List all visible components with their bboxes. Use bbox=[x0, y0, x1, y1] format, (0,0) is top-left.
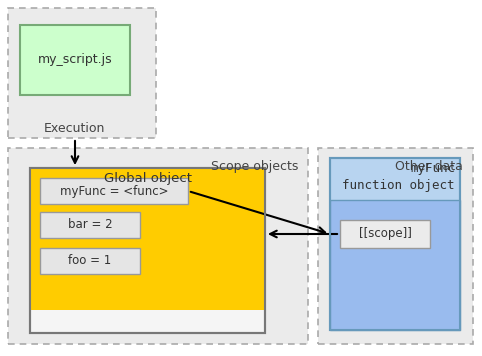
Text: [[scope]]: [[scope]] bbox=[359, 227, 412, 241]
Bar bbox=[330, 158, 460, 330]
Text: Scope objects: Scope objects bbox=[211, 160, 298, 173]
Text: myFunc
function object: myFunc function object bbox=[343, 162, 455, 192]
Text: myFunc = <func>: myFunc = <func> bbox=[60, 184, 168, 198]
Text: my_script.js: my_script.js bbox=[38, 53, 112, 67]
Bar bbox=[40, 212, 140, 238]
Bar bbox=[30, 168, 265, 333]
Bar bbox=[330, 158, 460, 330]
Bar bbox=[340, 220, 430, 248]
Text: Other data: Other data bbox=[395, 160, 463, 173]
Bar bbox=[330, 200, 460, 330]
Text: Global object: Global object bbox=[104, 172, 192, 185]
Bar bbox=[40, 248, 140, 274]
Text: Execution: Execution bbox=[43, 122, 105, 135]
Bar bbox=[20, 25, 130, 95]
Bar bbox=[8, 8, 156, 138]
Bar bbox=[40, 178, 188, 204]
Bar bbox=[30, 168, 265, 310]
Text: bar = 2: bar = 2 bbox=[67, 219, 112, 231]
Bar bbox=[30, 168, 265, 333]
Bar bbox=[318, 148, 473, 344]
Text: foo = 1: foo = 1 bbox=[68, 255, 112, 267]
Bar bbox=[8, 148, 308, 344]
